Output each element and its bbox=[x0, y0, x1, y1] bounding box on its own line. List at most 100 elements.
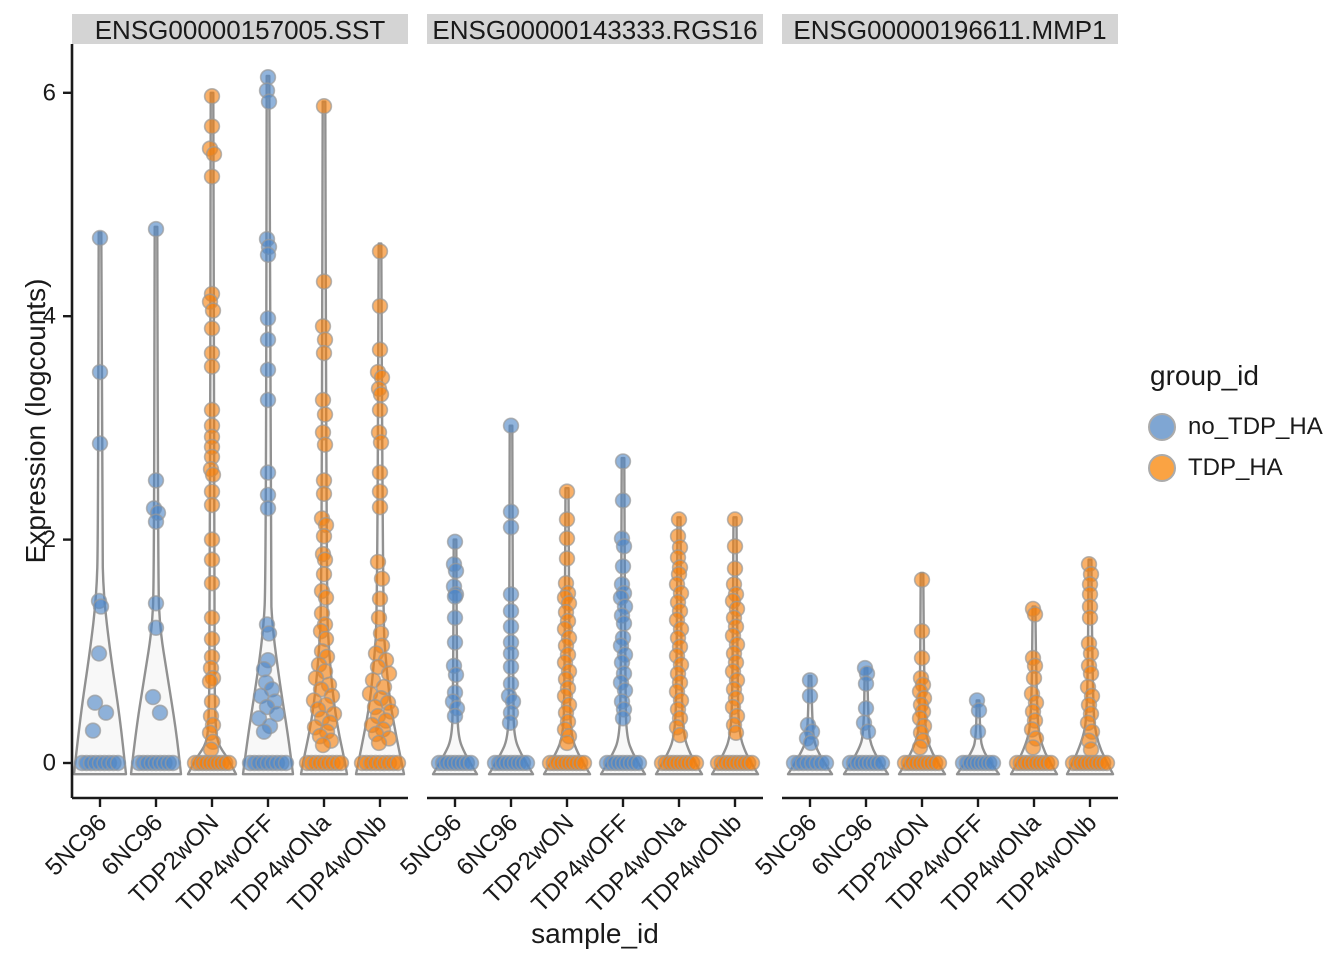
facet-panel: ENSG00000196611.MMP15NC966NC96TDP2wONTDP… bbox=[750, 14, 1118, 919]
data-point bbox=[913, 622, 931, 640]
data-point bbox=[202, 741, 220, 758]
data-point bbox=[259, 486, 277, 504]
data-point-zero bbox=[220, 754, 238, 772]
data-point bbox=[502, 503, 520, 520]
data-point bbox=[147, 595, 165, 612]
data-point bbox=[203, 358, 221, 375]
data-point bbox=[970, 702, 988, 719]
data-point bbox=[372, 386, 390, 403]
data-point bbox=[260, 93, 278, 110]
data-point bbox=[501, 714, 519, 731]
data-point bbox=[203, 344, 221, 362]
data-point bbox=[558, 530, 576, 547]
data-point bbox=[369, 553, 387, 571]
data-point bbox=[201, 673, 219, 690]
data-point bbox=[502, 658, 520, 676]
data-point bbox=[315, 472, 333, 489]
data-point bbox=[317, 589, 335, 606]
data-point bbox=[1024, 739, 1042, 756]
data-point-zero bbox=[743, 754, 761, 772]
data-point bbox=[92, 598, 110, 615]
violin-points bbox=[598, 453, 648, 772]
data-point bbox=[314, 318, 332, 335]
data-point bbox=[316, 406, 334, 423]
data-point bbox=[259, 500, 277, 517]
legend-item-no-tdp-ha: no_TDP_HA bbox=[1148, 406, 1323, 447]
data-point bbox=[91, 363, 109, 381]
data-point-zero bbox=[277, 754, 295, 772]
violin-points bbox=[1064, 555, 1116, 772]
data-point bbox=[147, 472, 165, 489]
violin-outline bbox=[72, 231, 128, 776]
data-point bbox=[726, 560, 744, 577]
data-point bbox=[371, 297, 389, 315]
x-tick-label: 5NC96 bbox=[750, 809, 822, 881]
data-point bbox=[259, 464, 277, 481]
violin-points bbox=[896, 571, 948, 772]
data-point bbox=[203, 401, 221, 419]
data-point bbox=[91, 229, 109, 247]
data-point-zero bbox=[389, 754, 407, 772]
violin-points bbox=[353, 243, 407, 772]
data-point bbox=[315, 97, 333, 115]
data-point bbox=[204, 466, 222, 483]
data-point bbox=[727, 724, 745, 741]
data-point bbox=[380, 665, 398, 682]
data-point bbox=[726, 538, 744, 555]
data-point bbox=[969, 723, 987, 740]
data-point bbox=[259, 246, 277, 264]
legend-label-tdp-ha: TDP_HA bbox=[1188, 453, 1283, 481]
data-point bbox=[255, 723, 273, 740]
violin-points bbox=[298, 97, 350, 772]
violin-points bbox=[785, 672, 835, 772]
data-point bbox=[315, 565, 333, 583]
legend-swatch-tdp-ha-icon bbox=[1148, 453, 1176, 482]
data-point bbox=[86, 694, 104, 711]
data-point bbox=[502, 586, 520, 603]
x-axis-title: sample_id bbox=[531, 918, 659, 949]
facet-strip-label: ENSG00000157005.SST bbox=[95, 15, 386, 45]
data-point bbox=[203, 693, 221, 710]
data-point bbox=[370, 734, 388, 752]
data-point-zero bbox=[164, 754, 182, 772]
data-point-zero bbox=[332, 754, 350, 772]
data-point bbox=[371, 483, 389, 500]
data-point bbox=[259, 391, 277, 409]
data-point bbox=[671, 726, 689, 744]
data-point bbox=[446, 609, 464, 626]
data-point bbox=[859, 723, 877, 740]
legend-label-no-tdp-ha: no_TDP_HA bbox=[1188, 412, 1323, 440]
data-point bbox=[316, 551, 334, 568]
data-point bbox=[726, 511, 744, 528]
data-point bbox=[502, 618, 520, 635]
violin-points bbox=[241, 68, 295, 772]
facet-strip bbox=[782, 14, 1118, 44]
data-point bbox=[203, 574, 221, 592]
data-point bbox=[203, 531, 221, 548]
data-point bbox=[203, 483, 221, 500]
facet-strip bbox=[427, 14, 763, 44]
data-point bbox=[614, 710, 632, 727]
data-point bbox=[615, 615, 633, 632]
data-point bbox=[147, 619, 165, 636]
data-point bbox=[371, 590, 389, 607]
data-point bbox=[314, 736, 332, 754]
violin-points bbox=[709, 511, 761, 772]
data-point bbox=[614, 453, 632, 470]
data-point-zero bbox=[109, 754, 127, 772]
violin-points bbox=[653, 511, 705, 772]
y-tick-label: 4 bbox=[43, 303, 56, 330]
data-point bbox=[315, 344, 333, 362]
data-point bbox=[203, 551, 221, 568]
data-point bbox=[911, 739, 929, 756]
violin-points bbox=[841, 659, 891, 772]
data-point bbox=[151, 704, 169, 721]
data-point bbox=[205, 146, 223, 163]
data-point bbox=[315, 485, 333, 502]
data-point bbox=[1081, 609, 1099, 626]
data-point-zero bbox=[575, 754, 593, 772]
data-point bbox=[1026, 606, 1044, 623]
data-point bbox=[204, 302, 222, 319]
data-point bbox=[316, 331, 334, 348]
data-point bbox=[203, 320, 221, 337]
